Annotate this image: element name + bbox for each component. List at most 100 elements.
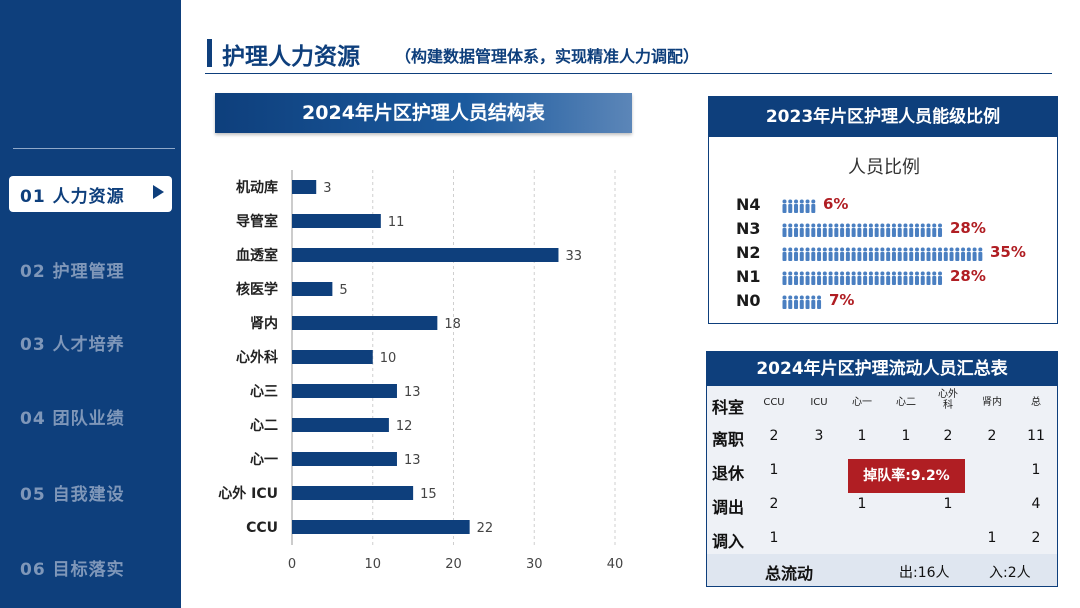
category-label: 心二: [250, 418, 278, 434]
person-icon-group: [782, 295, 822, 309]
person-icon-group: [782, 271, 943, 285]
person-icon: [886, 247, 891, 261]
person-icon: [932, 247, 937, 261]
level-name: N0: [736, 291, 761, 310]
person-icon: [805, 199, 810, 213]
table-cell: 3: [814, 428, 824, 444]
column-header: 心一: [852, 397, 872, 408]
person-icon: [834, 223, 839, 237]
person-icon: [926, 223, 931, 237]
person-icon: [840, 223, 845, 237]
row-label: 调入: [712, 532, 745, 551]
person-icon: [874, 247, 879, 261]
level-percent: 35%: [990, 243, 1026, 261]
level-percent: 28%: [950, 267, 986, 285]
person-icon: [914, 247, 919, 261]
person-icon: [817, 223, 822, 237]
sidebar-item-self-building[interactable]: 05 自我建设: [20, 485, 125, 505]
person-icon: [805, 295, 810, 309]
person-icon: [863, 223, 868, 237]
person-icon: [868, 271, 873, 285]
page-subtitle: （构建数据管理体系，实现精准人力调配）: [395, 47, 700, 66]
category-label: 心外科: [236, 349, 278, 366]
person-icon: [909, 271, 914, 285]
table-cell: 2: [1031, 530, 1041, 546]
person-icon: [903, 223, 908, 237]
category-label: 心外 ICU: [218, 485, 278, 502]
flow-header-label: 科室: [712, 398, 745, 417]
bar: [292, 248, 559, 262]
x-tick-label: 10: [364, 557, 381, 572]
table-cell: 1: [769, 462, 779, 478]
person-icon: [886, 223, 891, 237]
data-label: 22: [477, 521, 494, 536]
person-icon: [782, 223, 787, 237]
person-icon: [891, 247, 896, 261]
person-icon: [914, 223, 919, 237]
sidebar-item-talent[interactable]: 03 人才培养: [20, 335, 125, 355]
person-icon: [955, 247, 960, 261]
person-icon: [897, 223, 902, 237]
bar: [292, 214, 381, 228]
table-cell: 2: [769, 428, 779, 444]
x-tick-label: 30: [526, 557, 543, 572]
person-icon: [972, 247, 977, 261]
person-icon-group: [782, 199, 816, 213]
table-cell: 2: [943, 428, 953, 444]
person-icon-group: [782, 223, 943, 237]
person-icon: [845, 247, 850, 261]
person-icon: [909, 223, 914, 237]
person-icon: [811, 199, 816, 213]
sidebar-item-hr[interactable]: 01 人力资源: [9, 176, 172, 212]
structure-bar-chart: 0 10 20 30 40 机动库 3 导管室 11 血透室 33 核医学 5 肾内 18 心外科 10 心三 13…: [205, 165, 645, 575]
category-label: 心三: [250, 384, 278, 400]
person-icon: [851, 223, 856, 237]
category-label: 核医学: [236, 281, 278, 298]
person-icon: [891, 223, 896, 237]
data-label: 11: [388, 215, 405, 230]
person-icon: [799, 271, 804, 285]
level-name: N2: [736, 243, 761, 262]
column-header: 总: [1031, 397, 1041, 408]
sidebar-item-nursing-management[interactable]: 02 护理管理: [20, 262, 125, 282]
category-label: 导管室: [236, 213, 278, 230]
person-icon: [845, 271, 850, 285]
person-icon: [799, 247, 804, 261]
header-divider: [205, 73, 1052, 74]
person-icon: [788, 247, 793, 261]
person-icon: [811, 295, 816, 309]
sidebar-item-performance[interactable]: 04 团队业绩: [20, 409, 125, 429]
data-label: 10: [380, 351, 397, 366]
row-label: 调出: [712, 498, 745, 517]
person-icon: [897, 247, 902, 261]
column-header: 肾内: [982, 397, 1002, 408]
person-icon: [863, 247, 868, 261]
x-tick-label: 20: [445, 557, 462, 572]
level-percent: 28%: [950, 219, 986, 237]
person-icon: [880, 223, 885, 237]
table-cell: 1: [857, 428, 867, 444]
level-percent: 6%: [823, 195, 849, 213]
person-icon: [799, 295, 804, 309]
sidebar-item-goals[interactable]: 06 目标落实: [20, 560, 125, 580]
person-icon: [788, 223, 793, 237]
flow-summary-table: 2024年片区护理流动人员汇总表 科室 掉队率:9.2% 总流动 出:16人 入…: [706, 351, 1058, 587]
data-label: 13: [404, 453, 421, 468]
person-icon: [943, 247, 948, 261]
bar: [292, 418, 389, 432]
table-cell: 11: [1027, 428, 1045, 444]
person-icon: [886, 271, 891, 285]
bar-chart-svg: 0 10 20 30 40 机动库 3 导管室 11 血透室 33 核医学 5 肾内 18 心外科 10 心三 13…: [218, 170, 623, 572]
person-icon: [811, 271, 816, 285]
flow-table-title: 2024年片区护理流动人员汇总表: [707, 352, 1057, 386]
person-icon: [966, 247, 971, 261]
person-icon: [920, 271, 925, 285]
total-out: 出:16人: [899, 565, 950, 581]
person-icon: [961, 247, 966, 261]
person-icon: [828, 247, 833, 261]
person-icon: [880, 247, 885, 261]
table-cell: 1: [943, 496, 953, 512]
person-icon: [805, 223, 810, 237]
person-icon: [811, 247, 816, 261]
person-icon: [822, 247, 827, 261]
